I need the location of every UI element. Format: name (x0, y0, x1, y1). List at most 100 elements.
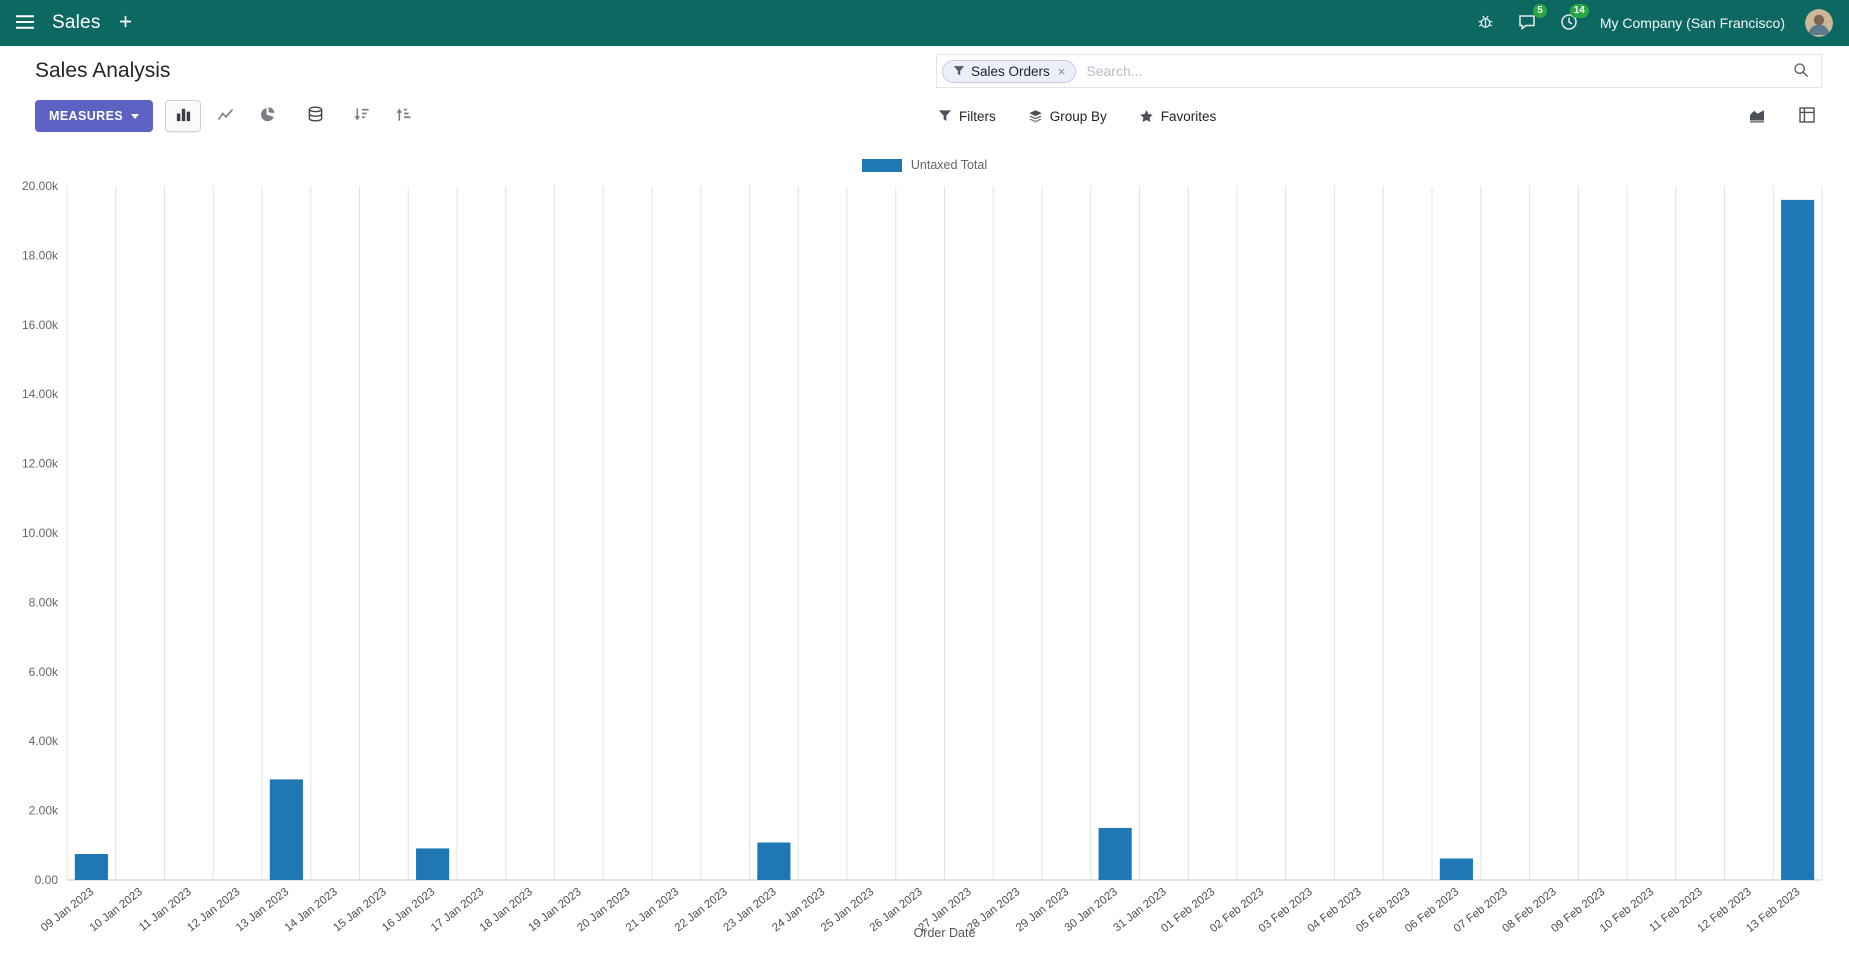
app-name[interactable]: Sales (52, 12, 101, 33)
pivot-view-button[interactable] (1792, 100, 1822, 132)
bar-chart-toggle[interactable] (165, 100, 202, 132)
sort-amount-desc-icon (353, 106, 370, 126)
top-navbar: Sales 5 (0, 0, 1849, 46)
apps-menu-button[interactable] (14, 13, 36, 34)
pie-chart-icon (259, 106, 276, 126)
x-tick-label: 16 Jan 2023 (380, 886, 437, 934)
group-by-button[interactable]: Group By (1026, 105, 1109, 128)
search-options: Filters Group By (936, 105, 1218, 128)
line-chart-icon (217, 106, 234, 126)
pivot-table-icon (1798, 106, 1816, 127)
debug-button[interactable] (1475, 11, 1496, 35)
y-tick-label: 2.00k (29, 804, 59, 818)
sort-descending-toggle[interactable] (343, 100, 379, 132)
clock-icon (1560, 13, 1578, 34)
legend-label: Untaxed Total (910, 158, 988, 172)
chart-type-toggles (165, 100, 421, 132)
x-tick-label: 10 Feb 2023 (1598, 886, 1656, 935)
bar-16-Jan-2023[interactable] (416, 848, 450, 880)
x-tick-label: 13 Jan 2023 (234, 886, 291, 934)
chevron-down-icon (131, 113, 140, 119)
favorites-label: Favorites (1160, 108, 1217, 124)
x-tick-label: 29 Jan 2023 (1014, 886, 1071, 934)
bar-09-Jan-2023[interactable] (74, 853, 108, 880)
search-facet-label: Sales Orders (971, 63, 1050, 79)
x-tick-label: 14 Jan 2023 (283, 886, 340, 934)
search-facet: Sales Orders × (942, 59, 1077, 83)
y-tick-label: 18.00k (22, 248, 59, 262)
activities-button[interactable]: 14 (1558, 3, 1589, 36)
x-tick-label: 20 Jan 2023 (575, 886, 632, 934)
x-axis-title: Order Date (914, 926, 976, 940)
y-tick-label: 20.00k (22, 179, 59, 193)
bar-30-Jan-2023[interactable] (1098, 827, 1132, 880)
x-tick-label: 30 Jan 2023 (1063, 886, 1120, 934)
favorites-button[interactable]: Favorites (1137, 105, 1219, 128)
measures-button[interactable]: MEASURES (35, 100, 154, 132)
y-tick-label: 4.00k (29, 734, 59, 748)
bar-chart-icon (175, 106, 192, 126)
bar-chart: 0.00 2.00k 4.00k 6.00k 8.00k 10.00k 12.00k 14.0… (22, 179, 1823, 940)
x-tick-label: 10 Jan 2023 (88, 886, 145, 934)
filters-button[interactable]: Filters (936, 105, 998, 128)
bar-23-Jan-2023[interactable] (757, 842, 791, 880)
search-bar: Sales Orders × (936, 54, 1822, 88)
x-tick-label: 21 Jan 2023 (624, 886, 681, 934)
facet-remove-button[interactable]: × (1057, 63, 1066, 79)
search-input[interactable] (1084, 62, 1783, 80)
chart-legend[interactable]: Untaxed Total (0, 144, 1849, 174)
y-tick-label: 14.00k (22, 387, 59, 401)
x-tick-label: 18 Jan 2023 (478, 886, 535, 934)
x-tick-label: 15 Jan 2023 (331, 886, 388, 934)
x-tick-label: 22 Jan 2023 (673, 886, 730, 934)
x-tick-label: 09 Jan 2023 (39, 886, 96, 934)
x-tick-label: 19 Jan 2023 (526, 886, 583, 934)
sort-ascending-toggle[interactable] (385, 100, 421, 132)
control-panel: Sales Analysis Sales Orders × (0, 46, 1849, 144)
y-tick-label: 12.00k (22, 457, 59, 471)
hamburger-icon (16, 14, 34, 32)
line-chart-toggle[interactable] (207, 100, 243, 132)
y-tick-label: 16.00k (22, 318, 59, 332)
bug-icon (1477, 13, 1494, 33)
measures-label: MEASURES (49, 109, 124, 123)
search-icon (1793, 62, 1809, 81)
y-tick-label: 0.00 (35, 873, 59, 887)
x-tick-label: 12 Jan 2023 (185, 886, 242, 934)
filters-label: Filters (959, 108, 996, 124)
bar-06-Feb-2023[interactable] (1439, 858, 1473, 880)
x-tick-label: 17 Jan 2023 (429, 886, 486, 934)
company-switcher[interactable]: My Company (San Francisco) (1599, 15, 1785, 31)
pie-chart-toggle[interactable] (249, 100, 285, 132)
x-tick-label: 25 Jan 2023 (819, 886, 876, 934)
group-by-label: Group By (1049, 108, 1107, 124)
area-chart-icon (1748, 106, 1766, 127)
bar-13-Jan-2023[interactable] (269, 779, 303, 880)
x-tick-label: 23 Jan 2023 (721, 886, 778, 934)
funnel-icon (938, 109, 952, 123)
y-tick-label: 6.00k (29, 665, 59, 679)
sort-amount-asc-icon (395, 106, 412, 126)
messages-badge: 5 (1533, 3, 1547, 18)
x-tick-label: 13 Feb 2023 (1744, 886, 1802, 935)
chart-section: Untaxed Total 0.00 2.00k 4.00k 6.00k 8.00k 10… (0, 144, 1849, 958)
new-window-button[interactable] (117, 13, 134, 33)
database-stack-icon (307, 106, 324, 126)
user-avatar[interactable] (1805, 9, 1833, 37)
x-tick-label: 24 Jan 2023 (770, 886, 827, 934)
legend-swatch (861, 158, 902, 172)
y-tick-label: 10.00k (22, 526, 59, 540)
search-submit-button[interactable] (1791, 60, 1811, 83)
graph-view-button[interactable] (1742, 100, 1772, 132)
page-title: Sales Analysis (35, 59, 171, 82)
y-tick-label: 8.00k (29, 595, 59, 609)
filter-facet-icon (953, 65, 965, 77)
messages-button[interactable]: 5 (1516, 3, 1547, 36)
plus-icon (119, 15, 132, 31)
stacked-toggle[interactable] (297, 100, 333, 132)
activities-badge: 14 (1569, 3, 1589, 18)
chat-icon (1518, 13, 1536, 34)
layers-icon (1028, 109, 1043, 124)
view-switcher (1742, 100, 1822, 132)
bar-13-Feb-2023[interactable] (1781, 199, 1815, 880)
